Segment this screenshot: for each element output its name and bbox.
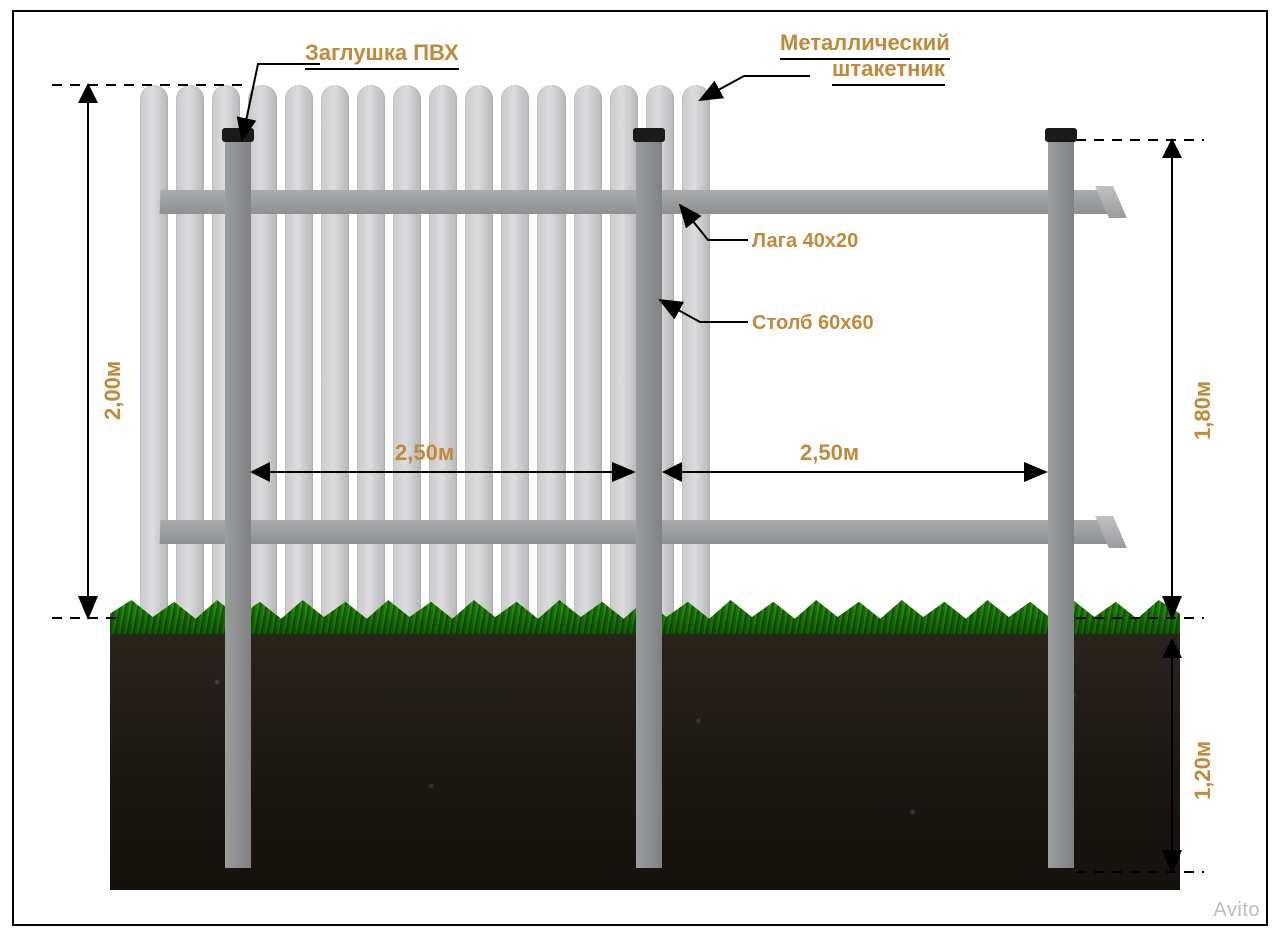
post-label: Столб 60х60 bbox=[752, 312, 874, 335]
height-above-label: 1,80м bbox=[1190, 381, 1216, 440]
span-right-label: 2,50м bbox=[800, 440, 859, 466]
height-total-label: 2,00м bbox=[100, 361, 126, 420]
cap-label: Заглушка ПВХ bbox=[305, 40, 459, 70]
height-below-label: 1,20м bbox=[1190, 741, 1216, 800]
span-left-label: 2,50м bbox=[395, 440, 454, 466]
watermark: Avito bbox=[1213, 899, 1260, 922]
dimension-overlay bbox=[0, 0, 1280, 936]
picket-label-2: штакетник bbox=[832, 56, 945, 86]
rail-label: Лага 40х20 bbox=[752, 230, 858, 253]
